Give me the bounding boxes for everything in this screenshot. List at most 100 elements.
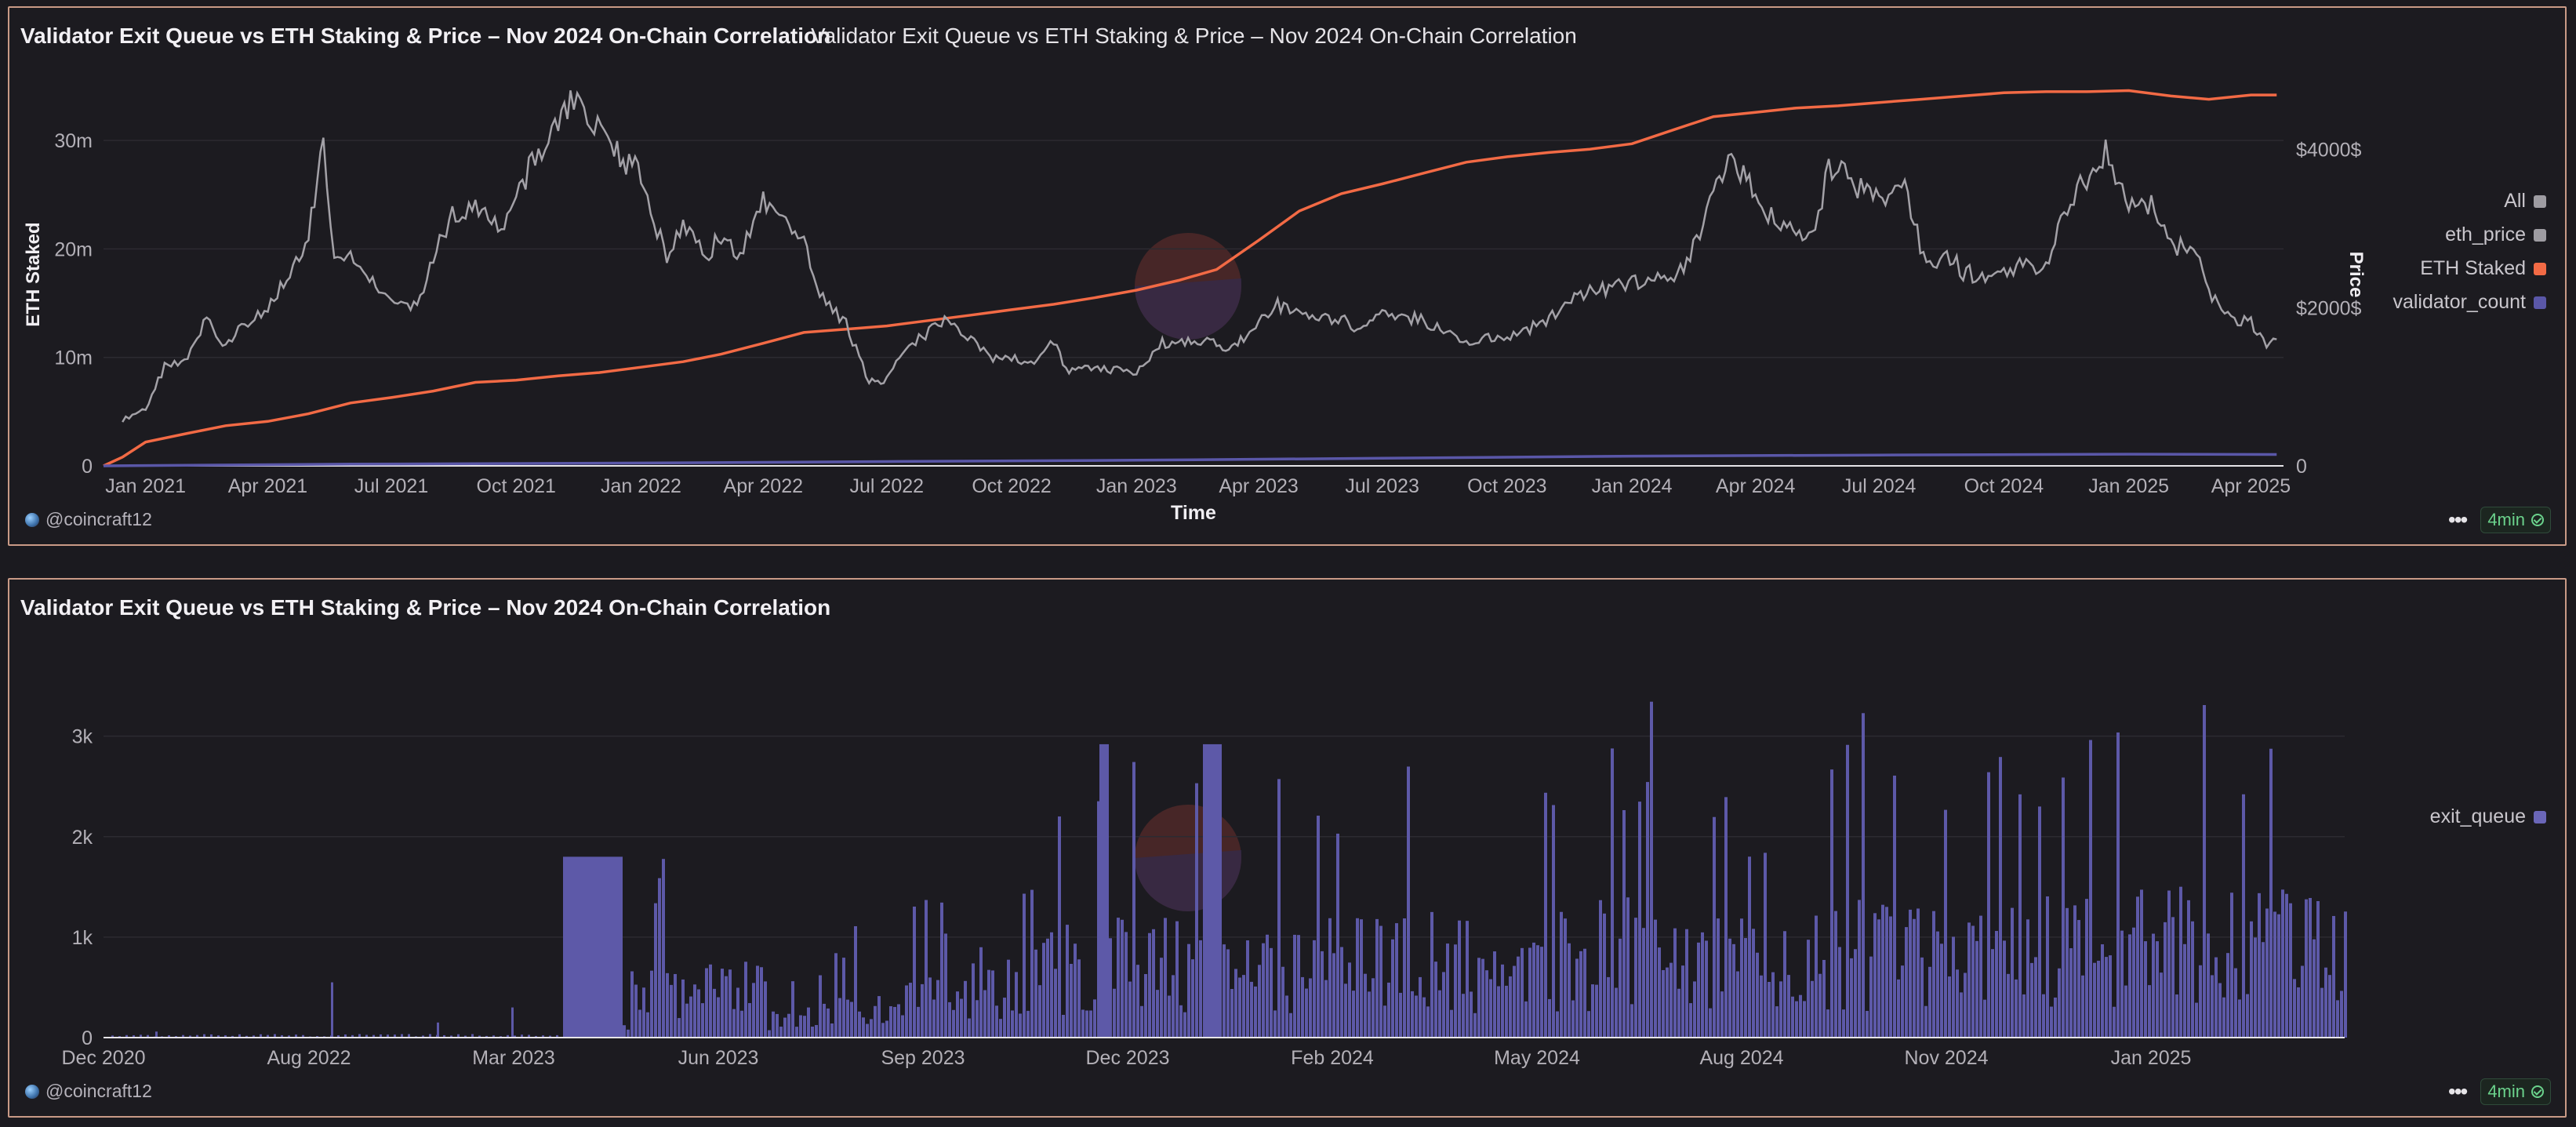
bar — [133, 1035, 135, 1038]
bar — [1936, 931, 1939, 1038]
bar — [2238, 999, 2241, 1038]
bar — [1869, 956, 1873, 1038]
bar — [1540, 947, 1543, 1038]
bar — [1587, 1011, 1590, 1038]
bar — [744, 962, 747, 1038]
bar — [666, 972, 669, 1038]
bar — [827, 1008, 830, 1038]
bar — [1254, 986, 1257, 1038]
bar — [1979, 915, 1982, 1038]
bar — [893, 1006, 896, 1038]
bar — [862, 1017, 865, 1038]
y-tick-label: 1k — [72, 927, 93, 949]
x-tick-label: Aug 2024 — [1699, 1047, 1783, 1069]
bar — [1344, 983, 1347, 1038]
bar — [224, 1035, 227, 1038]
bar — [1117, 918, 1120, 1038]
bar — [422, 1035, 424, 1038]
bar — [2128, 934, 2131, 1038]
bar — [1791, 996, 1794, 1038]
bar — [1332, 953, 1335, 1038]
refresh-age-badge[interactable]: 4min — [2480, 507, 2551, 533]
more-options-icon[interactable]: ••• — [2447, 507, 2468, 532]
refresh-age-badge[interactable]: 4min — [2480, 1078, 2551, 1105]
legend-item[interactable]: eth_price — [2445, 224, 2546, 246]
panel-footer-actions: ••• 4min — [2448, 507, 2551, 533]
bar — [921, 983, 924, 1038]
bar — [1007, 959, 1010, 1038]
bar — [2269, 748, 2273, 1038]
bar — [1599, 900, 1602, 1038]
bar — [1705, 940, 1708, 1038]
bar — [1062, 1014, 1065, 1038]
bar — [972, 963, 975, 1038]
panel-title: Validator Exit Queue vs ETH Staking & Pr… — [20, 24, 831, 48]
bar — [834, 953, 837, 1038]
bar — [674, 973, 677, 1038]
bar — [1607, 976, 1610, 1038]
bar — [521, 1034, 523, 1038]
bar — [1321, 951, 1324, 1038]
bar — [1340, 947, 1343, 1038]
bar — [1391, 939, 1394, 1038]
x-tick-label: Dec 2023 — [1085, 1047, 1169, 1069]
bar — [1697, 942, 1700, 1038]
bar — [2156, 941, 2159, 1038]
bar — [1642, 928, 1645, 1038]
bar — [1913, 918, 1916, 1038]
bar — [1720, 991, 1724, 1038]
bar — [1266, 934, 1269, 1038]
bar — [940, 902, 943, 1038]
bar — [2015, 979, 2018, 1038]
bar — [2230, 893, 2233, 1038]
bar — [196, 1034, 198, 1038]
bar — [1826, 1009, 1829, 1038]
bar — [2293, 979, 2296, 1038]
bar — [983, 990, 986, 1038]
bar — [2187, 900, 2190, 1038]
bar — [2132, 927, 2135, 1038]
legend-item[interactable]: All — [2504, 190, 2546, 213]
bar — [182, 1034, 184, 1038]
bar — [1481, 958, 1484, 1038]
bar — [295, 1034, 297, 1038]
bar — [2336, 1000, 2339, 1038]
bar — [2344, 911, 2347, 1038]
bar — [1630, 1004, 1633, 1038]
bar — [1556, 1011, 1559, 1038]
bar — [1070, 963, 1073, 1038]
bar — [507, 1034, 509, 1038]
bar — [1415, 995, 1418, 1038]
bar — [2203, 705, 2206, 1038]
bar — [2089, 740, 2092, 1038]
bar — [634, 984, 638, 1038]
bar — [1058, 816, 1061, 1038]
legend-item[interactable]: exit_queue — [2430, 805, 2546, 828]
bar — [1128, 981, 1132, 1038]
x-tick-label: Oct 2021 — [477, 475, 556, 497]
legend-item[interactable]: ETH Staked — [2420, 257, 2546, 280]
bar — [1846, 744, 1849, 1038]
bar — [1513, 965, 1516, 1038]
author-credit[interactable]: @coincraft12 — [25, 1081, 152, 1102]
bar — [1677, 988, 1680, 1038]
bar — [987, 969, 990, 1038]
bar — [1003, 998, 1006, 1038]
bar — [1422, 997, 1426, 1038]
more-options-icon[interactable]: ••• — [2447, 1079, 2468, 1103]
bar — [511, 1007, 514, 1038]
bar — [1956, 969, 1959, 1038]
bar — [1466, 921, 1469, 1038]
bar — [245, 1035, 248, 1038]
bar — [1619, 938, 1622, 1038]
bar — [168, 1035, 170, 1038]
bar — [1960, 992, 1963, 1038]
bar — [1995, 930, 1998, 1038]
author-credit[interactable]: @coincraft12 — [25, 509, 152, 530]
bar — [1967, 922, 1971, 1038]
bar — [337, 1035, 340, 1038]
bar — [1328, 918, 1332, 1038]
legend-item[interactable]: validator_count — [2393, 291, 2546, 314]
legend-swatch — [2534, 810, 2546, 823]
bar — [1775, 1006, 1778, 1038]
